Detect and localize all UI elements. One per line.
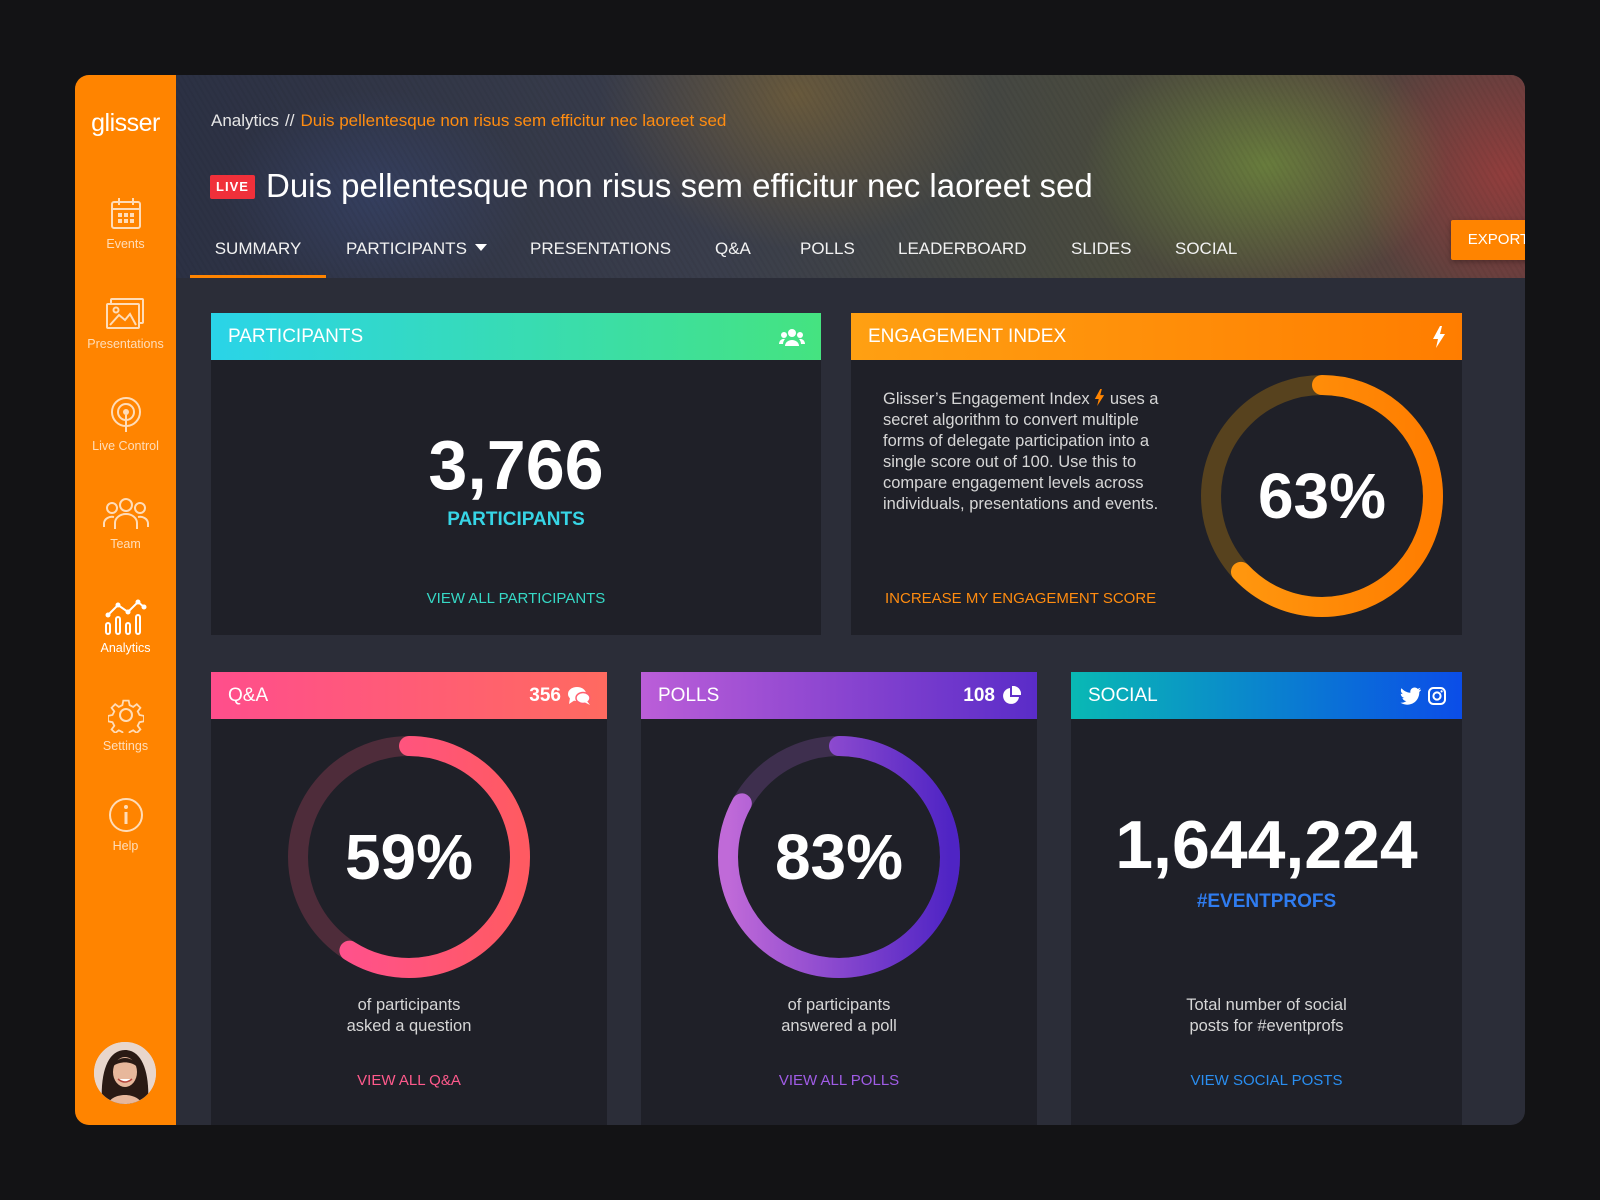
qa-ring-chart <box>288 736 530 978</box>
team-icon <box>102 498 149 529</box>
sidebar-item-presentations[interactable]: Presentations <box>75 297 176 383</box>
chat-bubbles-icon <box>568 686 591 705</box>
view-all-polls-link[interactable]: VIEW ALL POLLS <box>778 1072 900 1089</box>
qa-card-header: Q&A 356 <box>211 672 607 719</box>
polls-card-header: POLLS 108 <box>641 672 1037 719</box>
tab-presentations[interactable]: PRESENTATIONS <box>530 239 672 258</box>
tab-qa[interactable]: Q&A <box>715 239 751 258</box>
sidebar-item-label: Live Control <box>92 439 159 453</box>
calendar-icon <box>110 198 141 229</box>
sidebar-item-team[interactable]: Team <box>75 497 176 583</box>
sidebar-item-label: Team <box>110 537 141 551</box>
sidebar-item-help[interactable]: Help <box>75 797 176 883</box>
sidebar-item-label: Events <box>106 237 145 251</box>
breadcrumb-root[interactable]: Analytics <box>211 111 280 130</box>
analytics-icon <box>104 599 146 635</box>
social-card-title: SOCIAL <box>1088 685 1158 706</box>
live-broadcast-icon <box>110 397 141 432</box>
tab-polls[interactable]: POLLS <box>800 239 855 258</box>
breadcrumb: Analytics // Duis pellentesque non risus s… <box>211 111 726 131</box>
qa-value: 59% <box>344 821 474 893</box>
sidebar-item-label: Help <box>112 839 139 853</box>
view-all-participants-link[interactable]: VIEW ALL PARTICIPANTS <box>426 590 606 607</box>
export-button[interactable]: EXPORT <box>1451 220 1525 260</box>
polls-caption: of participants answered a poll <box>781 996 897 1035</box>
participants-count: 3,766 <box>428 426 604 504</box>
sidebar-item-settings[interactable]: Settings <box>75 697 176 783</box>
glisser-logo[interactable]: glisser <box>91 109 160 137</box>
polls-card: POLLS 108 83% of participants answered a… <box>641 672 1037 1125</box>
engagement-ring: 63% <box>1199 373 1445 619</box>
sidebar-item-label: Presentations <box>87 337 164 351</box>
tab-participants[interactable]: PARTICIPANTS <box>346 225 487 278</box>
twitter-icon[interactable] <box>1400 687 1422 705</box>
sidebar-item-events[interactable]: Events <box>75 197 176 283</box>
participants-card-title: PARTICIPANTS <box>228 326 364 347</box>
info-icon <box>108 798 143 832</box>
engagement-card: ENGAGEMENT INDEX Glisser’s Engagement In… <box>851 313 1462 635</box>
tab-leaderboard[interactable]: LEADERBOARD <box>898 239 1027 258</box>
gear-icon <box>107 699 144 733</box>
polls-value: 83% <box>774 821 904 893</box>
qa-ring: 59% <box>286 734 532 980</box>
users-icon <box>779 328 805 346</box>
sidebar: glisser Events Presentations <box>75 75 176 1125</box>
polls-ring-chart <box>718 736 960 978</box>
tab-summary[interactable]: SUMMARY <box>190 225 326 278</box>
polls-count: 108 <box>963 685 995 706</box>
avatar-portrait <box>94 1042 156 1104</box>
page-title: Duis pellentesque non risus sem efficitu… <box>266 167 1093 204</box>
participants-card-header: PARTICIPANTS <box>211 313 821 360</box>
lightning-icon <box>1433 325 1445 348</box>
polls-card-title: POLLS <box>658 685 720 706</box>
increase-engagement-link[interactable]: INCREASE MY ENGAGEMENT SCORE <box>885 590 1157 607</box>
social-card-header: SOCIAL <box>1071 672 1462 719</box>
app-window: glisser Events Presentations <box>75 75 1525 1125</box>
engagement-ring-progress <box>1201 375 1443 617</box>
chevron-down-icon <box>474 244 487 251</box>
user-avatar[interactable] <box>92 1040 158 1106</box>
participants-card: PARTICIPANTS 3,766 PARTICIPANTS VIEW ALL… <box>211 313 821 635</box>
view-social-posts-link[interactable]: VIEW SOCIAL POSTS <box>1190 1072 1343 1089</box>
polls-ring-progress <box>718 736 960 978</box>
image-gallery-icon <box>105 298 144 329</box>
polls-ring: 83% <box>716 734 962 980</box>
qa-caption: of participants asked a question <box>346 996 472 1035</box>
live-badge: LIVE <box>210 175 255 199</box>
engagement-card-header: ENGAGEMENT INDEX <box>851 313 1462 360</box>
tab-slides[interactable]: SLIDES <box>1071 239 1132 258</box>
engagement-value: 63% <box>1257 460 1387 532</box>
engagement-card-title: ENGAGEMENT INDEX <box>868 326 1067 347</box>
breadcrumb-separator: // <box>285 111 295 130</box>
lightning-icon <box>1095 389 1105 406</box>
view-all-qa-link[interactable]: VIEW ALL Q&A <box>357 1072 461 1089</box>
engagement-ring-chart <box>1201 375 1443 617</box>
tab-social[interactable]: SOCIAL <box>1175 239 1238 258</box>
qa-count: 356 <box>529 685 561 706</box>
engagement-description: Glisser’s Engagement Index uses a secret… <box>883 389 1159 513</box>
page-header: Analytics // Duis pellentesque non risus s… <box>176 75 1525 278</box>
qa-card: Q&A 356 59% of participants asked a ques… <box>211 672 607 1125</box>
breadcrumb-current: Duis pellentesque non risus sem efficitu… <box>300 111 727 130</box>
social-caption: Total number of social posts for #eventp… <box>1186 996 1347 1035</box>
participants-caption: PARTICIPANTS <box>447 509 585 530</box>
sidebar-item-label: Analytics <box>100 641 151 655</box>
social-count: 1,644,224 <box>1115 807 1418 883</box>
instagram-icon[interactable] <box>1428 686 1446 705</box>
sidebar-item-live-control[interactable]: Live Control <box>75 397 176 483</box>
qa-ring-progress <box>288 736 530 978</box>
qa-card-title: Q&A <box>228 685 269 706</box>
sidebar-item-analytics[interactable]: Analytics <box>75 597 176 683</box>
social-card: SOCIAL 1,644,224 #EVENTPROFS Total numbe… <box>1071 672 1462 1125</box>
sidebar-item-label: Settings <box>102 739 149 753</box>
social-hashtag: #EVENTPROFS <box>1196 891 1337 912</box>
pie-chart-icon <box>1003 685 1021 704</box>
